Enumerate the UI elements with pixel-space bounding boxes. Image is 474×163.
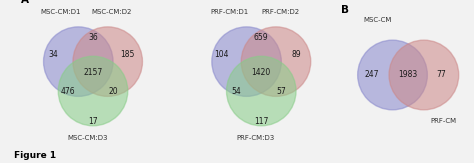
Text: 36: 36 <box>88 33 98 42</box>
Text: 20: 20 <box>108 87 118 96</box>
Circle shape <box>212 27 282 96</box>
Text: 117: 117 <box>254 117 268 126</box>
Text: 34: 34 <box>48 50 58 59</box>
Text: Figure 1: Figure 1 <box>14 151 56 160</box>
Text: MSC-CM:D1: MSC-CM:D1 <box>41 9 81 15</box>
Text: PRF-CM:D1: PRF-CM:D1 <box>210 9 248 15</box>
Text: 77: 77 <box>437 70 446 80</box>
Circle shape <box>58 56 128 126</box>
Text: 659: 659 <box>254 33 269 42</box>
Circle shape <box>389 40 459 110</box>
Text: 1420: 1420 <box>252 68 271 77</box>
Circle shape <box>241 27 311 96</box>
Text: PRF-CM:D2: PRF-CM:D2 <box>261 9 299 15</box>
Text: 1983: 1983 <box>399 70 418 80</box>
Text: 54: 54 <box>231 87 241 96</box>
Text: 247: 247 <box>365 70 379 80</box>
Text: PRF-CM: PRF-CM <box>430 119 456 124</box>
Text: B: B <box>341 5 349 15</box>
Circle shape <box>227 56 296 126</box>
Text: PRF-CM:D3: PRF-CM:D3 <box>237 135 275 141</box>
Circle shape <box>73 27 143 96</box>
Circle shape <box>358 40 428 110</box>
Text: 89: 89 <box>291 50 301 59</box>
Text: 2157: 2157 <box>83 68 103 77</box>
Text: MSC-CM:D3: MSC-CM:D3 <box>67 135 108 141</box>
Text: 185: 185 <box>120 50 135 59</box>
Text: A: A <box>21 0 29 6</box>
Text: 104: 104 <box>214 50 228 59</box>
Text: 57: 57 <box>276 87 286 96</box>
Circle shape <box>44 27 113 96</box>
Text: MSC-CM: MSC-CM <box>363 17 392 23</box>
Text: MSC-CM:D2: MSC-CM:D2 <box>91 9 132 15</box>
Text: 17: 17 <box>88 117 98 126</box>
Text: 476: 476 <box>60 87 75 96</box>
